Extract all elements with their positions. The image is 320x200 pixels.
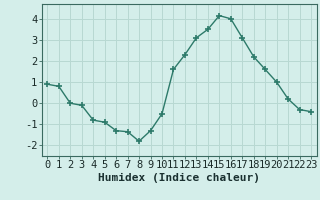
X-axis label: Humidex (Indice chaleur): Humidex (Indice chaleur) bbox=[98, 173, 260, 183]
